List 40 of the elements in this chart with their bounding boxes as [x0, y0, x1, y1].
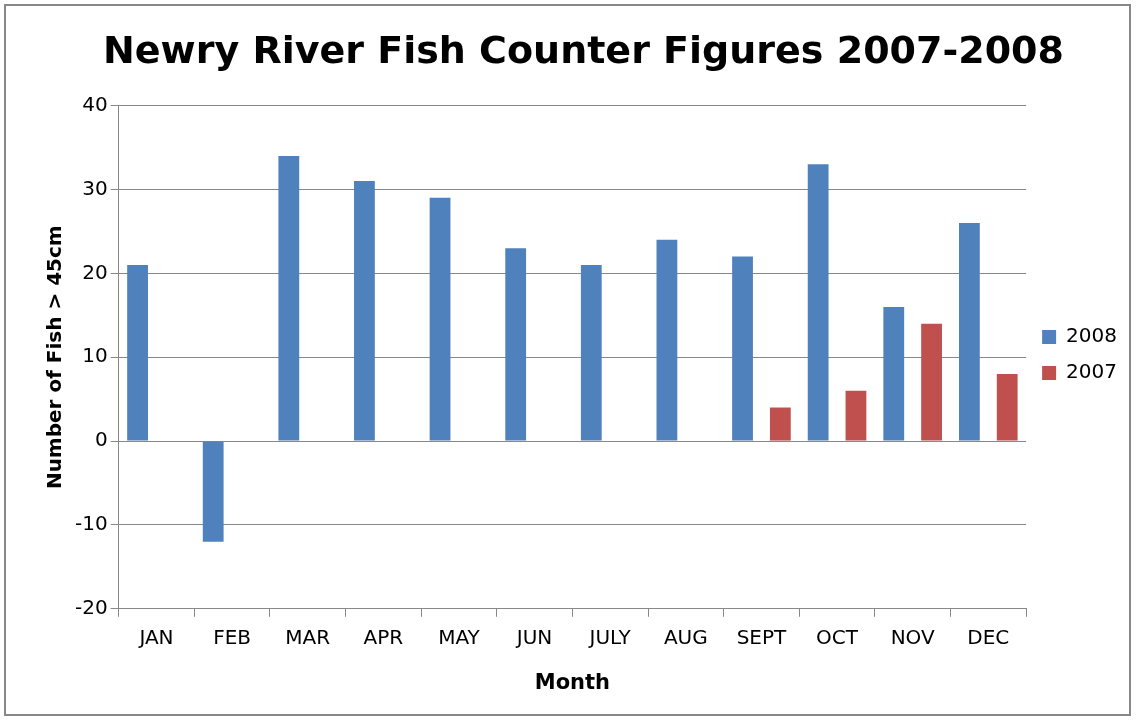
y-axis-title: Number of Fish > 45cm — [42, 225, 67, 490]
bar — [429, 197, 451, 441]
x-tick-label: JAN — [137, 625, 174, 649]
x-tick-label: FEB — [213, 625, 252, 649]
bar — [958, 223, 980, 441]
bar — [505, 248, 527, 441]
bar — [921, 323, 942, 441]
bar — [580, 264, 602, 441]
bar — [278, 155, 300, 441]
x-tick-label: NOV — [890, 625, 935, 649]
bar — [883, 306, 905, 441]
x-tick-label: JUN — [514, 625, 553, 649]
legend-label: 2008 — [1066, 323, 1118, 348]
y-tick-label: 30 — [82, 175, 108, 200]
legend-label: 2007 — [1066, 359, 1118, 384]
bar — [732, 256, 753, 441]
x-tick-label: APR — [363, 625, 404, 649]
bar — [202, 441, 224, 542]
y-tick-label: 0 — [94, 427, 108, 452]
chart-title: Newry River Fish Counter Figures 2007-2008 — [102, 27, 1065, 72]
y-tick-label: -10 — [74, 511, 108, 536]
x-tick-label: JULY — [587, 625, 632, 649]
bar — [354, 181, 375, 441]
bar — [656, 239, 678, 441]
x-tick-label: SEPT — [736, 625, 788, 649]
x-tick-label: DEC — [967, 625, 1010, 649]
y-tick-label: -20 — [74, 595, 108, 619]
bar — [996, 373, 1018, 441]
x-axis-title: Month — [534, 669, 611, 694]
x-tick-label: MAR — [285, 625, 331, 649]
bar — [807, 164, 829, 441]
bar — [127, 264, 148, 441]
bar — [769, 407, 791, 441]
bar — [845, 390, 867, 441]
x-tick-label: OCT — [816, 625, 859, 649]
y-tick-label: 10 — [82, 343, 108, 368]
x-tick-label: AUG — [663, 625, 708, 649]
y-tick-label: 20 — [82, 259, 108, 284]
x-tick-label: MAY — [438, 625, 481, 649]
y-tick-label: 40 — [82, 91, 108, 116]
